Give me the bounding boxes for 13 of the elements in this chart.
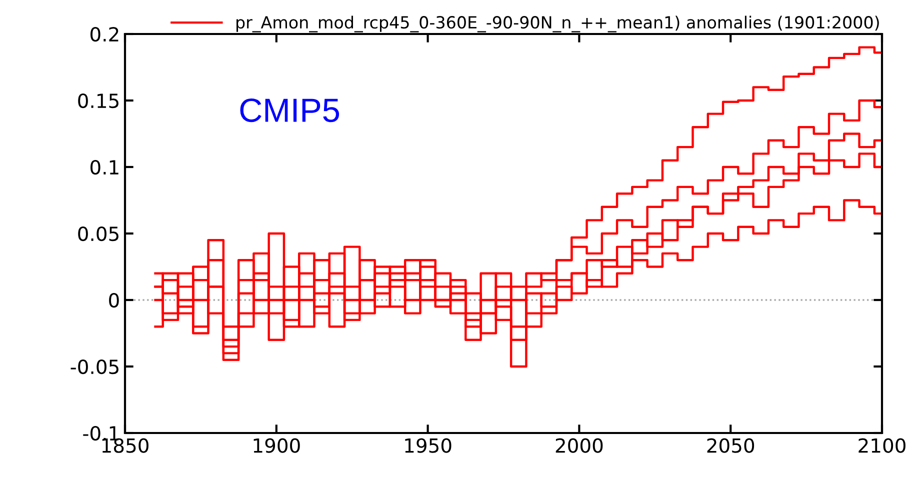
legend-label: pr_Amon_mod_rcp45_0-360E_-90-90N_n_++_mean1) anomalies (1901:2000) xyxy=(236,16,879,32)
annotation: CMIP5 xyxy=(240,98,340,122)
x-tick-label: 2000 xyxy=(556,438,603,453)
y-tick-label: 0.1 xyxy=(90,160,118,175)
y-tick-label: 0 xyxy=(109,292,119,308)
y-tick-label: 0.15 xyxy=(78,93,118,108)
y-tick-label: -0.05 xyxy=(70,359,118,374)
y-tick-label: 0.05 xyxy=(78,226,118,242)
x-tick-label: 1950 xyxy=(405,438,452,453)
x-tick-label: 2100 xyxy=(858,438,906,453)
x-tick-label: 2050 xyxy=(707,438,754,453)
y-tick-label: 0.2 xyxy=(90,26,118,42)
x-tick-label: 1900 xyxy=(254,438,300,453)
